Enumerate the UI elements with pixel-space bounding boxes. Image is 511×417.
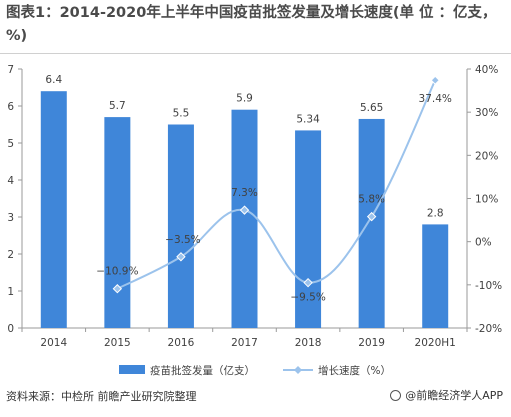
- y-left-tick-label: 0: [7, 323, 14, 335]
- line-value-label: 7.3%: [231, 187, 258, 199]
- y-right-tick-label: 30%: [475, 107, 498, 119]
- bar-value-label: 5.65: [360, 102, 383, 114]
- bar: [167, 124, 194, 328]
- x-tick-label: 2016: [168, 337, 195, 349]
- bar: [422, 224, 449, 328]
- y-right-tick-label: -20%: [475, 323, 502, 335]
- brand-logo-icon: [390, 389, 402, 401]
- y-right-tick-label: 20%: [475, 150, 498, 162]
- legend-line-marker: [294, 366, 302, 374]
- y-right-tick-label: 40%: [475, 64, 498, 76]
- y-left-tick-label: 6: [7, 101, 14, 113]
- bar: [358, 118, 385, 328]
- y-right-tick-label: -10%: [475, 280, 502, 292]
- x-tick-label: 2019: [358, 337, 385, 349]
- bar-value-label: 5.7: [109, 100, 126, 112]
- source-note: 资料来源：中检所 前瞻产业研究院整理: [6, 390, 197, 403]
- brand-text: @前瞻经济学人APP: [405, 389, 503, 402]
- chart-title: 图表1：2014-2020年上半年中国疫苗批签发量及增长速度(单 位 ：亿支，%…: [6, 5, 497, 44]
- y-left-tick-label: 2: [7, 249, 14, 261]
- x-tick-label: 2018: [295, 337, 322, 349]
- y-right-tick-label: 10%: [475, 194, 498, 206]
- line-value-label: −3.5%: [165, 234, 200, 246]
- line-marker: [430, 75, 440, 85]
- line-marker: [366, 211, 377, 222]
- y-left-tick-label: 5: [7, 138, 14, 150]
- line-value-label: 5.8%: [358, 194, 385, 206]
- line-marker: [112, 284, 123, 294]
- bar-value-label: 5.9: [236, 93, 253, 105]
- x-tick-label: 2020H1: [415, 337, 456, 349]
- line-marker: [303, 277, 313, 288]
- bar: [295, 130, 322, 328]
- bar: [231, 109, 258, 328]
- x-tick-label: 2014: [40, 337, 67, 349]
- x-tick-label: 2017: [231, 337, 258, 349]
- y-left-tick-label: 3: [7, 212, 14, 224]
- legend-bar-swatch: [119, 365, 145, 374]
- y-left-tick-label: 7: [7, 64, 14, 76]
- line-value-label: −9.5%: [290, 292, 325, 304]
- bar-value-label: 5.5: [173, 108, 190, 120]
- title-divider: [0, 53, 511, 54]
- bar-value-label: 5.34: [296, 113, 320, 125]
- line-value-label: 37.4%: [419, 93, 452, 105]
- bar-value-label: 2.8: [427, 207, 444, 219]
- x-tick-label: 2015: [104, 337, 131, 349]
- growth-line: [116, 79, 437, 290]
- y-right-tick-label: 0%: [475, 237, 492, 249]
- line-value-label: −10.9%: [96, 266, 138, 278]
- title-bar: 图表1：2014-2020年上半年中国疫苗批签发量及增长速度(单 位 ：亿支，%…: [0, 0, 511, 52]
- legend-bar-label: 疫苗批签发量（亿支）: [150, 364, 255, 377]
- y-left-tick-label: 4: [7, 175, 14, 187]
- brand-credit: @前瞻经济学人APP: [390, 387, 503, 403]
- line-marker: [239, 205, 250, 215]
- combo-chart: 0 1 2 3 4 5 6 7 -20% -10% 0% 10% 20% 30% 40% 2014 2015 20…: [7, 64, 502, 377]
- bar: [104, 117, 131, 328]
- bar-value-label: 6.4: [45, 74, 62, 86]
- line-marker: [176, 252, 186, 262]
- legend-line-label: 增长速度（%）: [318, 364, 391, 377]
- y-left-tick-label: 1: [7, 286, 14, 298]
- bar: [40, 91, 67, 328]
